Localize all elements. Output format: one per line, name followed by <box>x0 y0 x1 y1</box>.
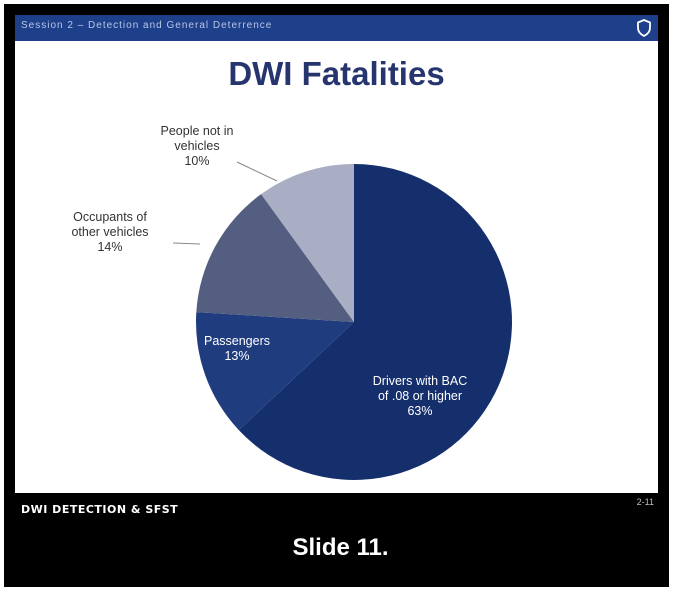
pie-slice <box>238 164 513 481</box>
label-leader-line <box>172 242 201 245</box>
slide-header: Session 2 – Detection and General Deterr… <box>15 15 658 41</box>
slice-label-line: 10% <box>184 154 209 168</box>
label-leader-line <box>236 161 278 182</box>
slide-page-number: 2-11 <box>636 497 654 507</box>
slide: Session 2 – Detection and General Deterr… <box>15 15 658 493</box>
slice-label: Passengers 13% <box>204 334 270 363</box>
slice-label-line: 14% <box>97 240 122 254</box>
slice-label-line: Occupants of <box>73 210 147 224</box>
slice-label-line: vehicles <box>174 139 219 153</box>
slide-caption: Slide 11. <box>292 534 389 561</box>
slice-label: Drivers with BAC of .08 or higher 63% <box>373 374 467 418</box>
slice-label-line: 13% <box>224 349 249 363</box>
pie-slice <box>261 164 354 322</box>
slice-label-line: of .08 or higher <box>378 389 462 403</box>
pie-slice <box>196 194 354 322</box>
slice-label: Occupants of other vehicles 14% <box>71 210 148 254</box>
slice-label-line: other vehicles <box>71 225 148 239</box>
slice-label-line: 63% <box>407 404 432 418</box>
slide-frame: Session 2 – Detection and General Deterr… <box>4 4 669 587</box>
slide-title: DWI Fatalities <box>228 55 445 92</box>
slice-label-line: Drivers with BAC <box>373 374 467 388</box>
course-name: DWI DETECTION & SFST <box>21 503 179 516</box>
pie-slice <box>196 312 354 431</box>
slide-footer: DWI DETECTION & SFST 2-11 <box>15 493 658 523</box>
slice-label: People not in vehicles 10% <box>161 124 234 168</box>
shield-icon <box>637 19 651 38</box>
slice-label-line: Passengers <box>204 334 270 348</box>
pie-chart: Drivers with BAC of .08 or higher 63% Passe… <box>71 124 513 481</box>
slice-label-line: People not in <box>161 124 234 138</box>
session-title: Session 2 – Detection and General Deterr… <box>21 20 273 31</box>
